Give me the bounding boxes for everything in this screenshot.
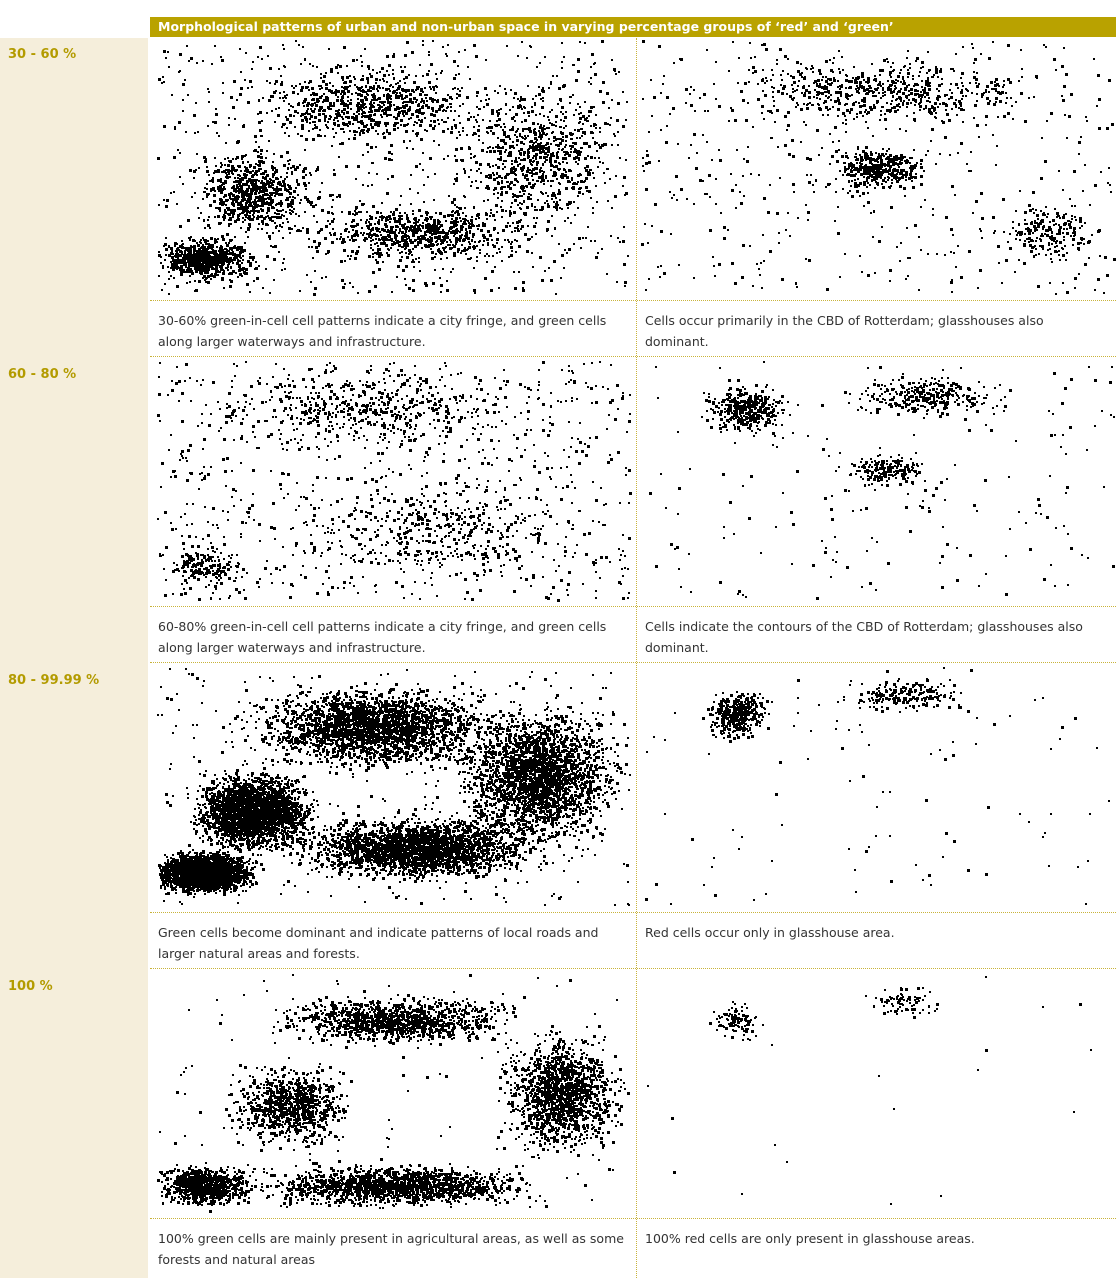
green-cell-map <box>157 668 631 906</box>
caption: Green cells become dominant and indicate… <box>158 925 599 961</box>
divider <box>150 356 1116 357</box>
row-label: 100 % <box>8 979 53 994</box>
red-cell-map <box>645 667 1110 905</box>
cell-pattern <box>645 667 1110 905</box>
divider <box>150 606 1116 607</box>
caption: Red cells occur only in glasshouse area. <box>645 925 895 940</box>
divider <box>150 968 1116 969</box>
sidebar <box>0 38 148 1278</box>
caption: Cells occur primarily in the CBD of Rott… <box>645 313 1044 349</box>
cell-pattern <box>647 976 1092 1205</box>
cell-pattern <box>649 361 1115 600</box>
divider <box>150 912 1116 913</box>
caption: 100% green cells are mainly present in a… <box>158 1231 624 1267</box>
cell-pattern <box>157 974 630 1213</box>
column-divider <box>636 38 637 1278</box>
green-cell-map <box>157 361 632 602</box>
divider <box>150 662 1116 663</box>
row-label: 80 - 99.99 % <box>8 673 100 688</box>
red-cell-map <box>647 976 1092 1205</box>
red-cell-map <box>641 40 1116 295</box>
row-label: 30 - 60 % <box>8 47 77 62</box>
green-cell-map <box>157 974 630 1213</box>
caption: Cells indicate the contours of the CBD o… <box>645 619 1083 655</box>
caption: 30-60% green-in-cell cell patterns indic… <box>158 313 607 349</box>
green-cell-map <box>157 40 629 296</box>
row-label: 60 - 80 % <box>8 367 77 382</box>
cell-pattern <box>641 40 1116 295</box>
red-cell-map <box>649 361 1115 600</box>
divider <box>150 1218 1116 1219</box>
table-header: Morphological patterns of urban and non-… <box>150 17 1116 37</box>
divider <box>150 300 1116 301</box>
caption: 60-80% green-in-cell cell patterns indic… <box>158 619 607 655</box>
caption: 100% red cells are only present in glass… <box>645 1231 975 1246</box>
cell-pattern <box>157 40 629 296</box>
cell-pattern <box>157 668 631 906</box>
cell-pattern <box>157 361 632 602</box>
